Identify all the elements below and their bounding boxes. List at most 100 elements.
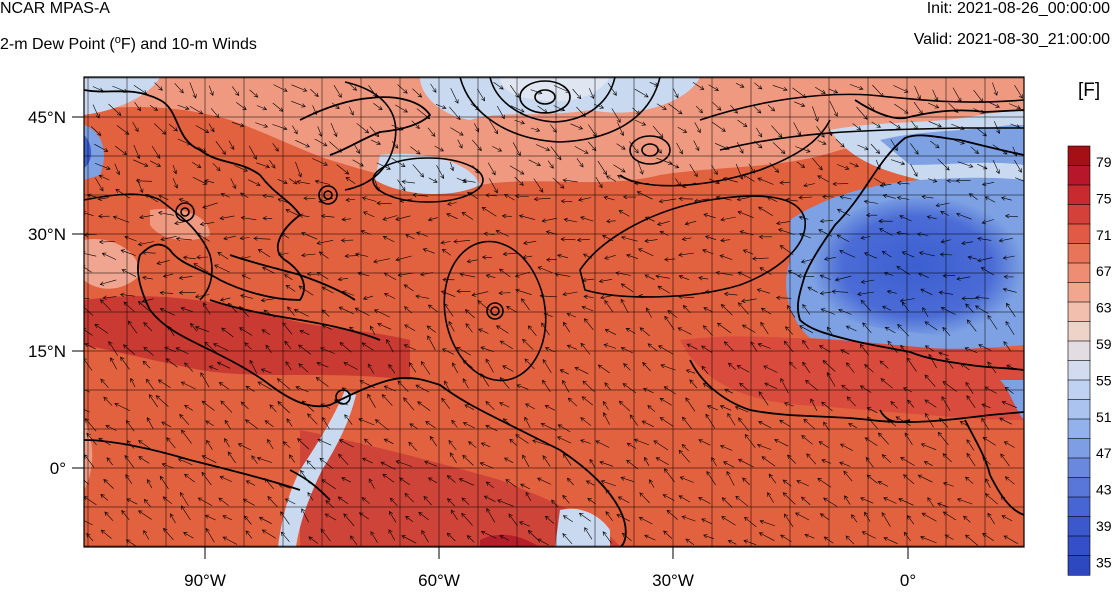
wind-arrow bbox=[882, 305, 892, 311]
wind-arrow bbox=[705, 413, 716, 429]
wind-arrow bbox=[600, 479, 616, 487]
wind-arrow bbox=[314, 138, 328, 147]
wind-arrow bbox=[447, 498, 456, 507]
wind-arrow bbox=[802, 339, 809, 350]
wind-arrow bbox=[975, 295, 990, 300]
wind-arrow bbox=[753, 140, 763, 149]
wind-arrow bbox=[84, 479, 89, 485]
wind-arrow bbox=[819, 345, 831, 353]
wind-arrow bbox=[954, 139, 965, 145]
wind-arrow bbox=[703, 213, 716, 219]
wind-arrow bbox=[544, 405, 556, 411]
wind-arrow bbox=[428, 177, 438, 183]
wind-arrow bbox=[451, 419, 458, 428]
wind-arrow bbox=[382, 473, 395, 483]
wind-arrow bbox=[231, 86, 240, 97]
wind-arrow bbox=[673, 88, 679, 99]
wind-arrow bbox=[677, 126, 688, 133]
wind-arrow bbox=[261, 529, 277, 539]
wind-arrow bbox=[277, 252, 289, 257]
lon-label-0: 0° bbox=[900, 571, 916, 590]
wind-arrow bbox=[436, 164, 444, 179]
wind-arrow bbox=[435, 104, 447, 110]
wind-arrow bbox=[1002, 287, 1017, 293]
wind-arrow bbox=[567, 397, 578, 407]
wind-arrow bbox=[694, 122, 701, 134]
wind-arrow bbox=[966, 452, 976, 467]
wind-arrow bbox=[780, 377, 789, 394]
wind-arrow bbox=[230, 178, 237, 190]
wind-arrow bbox=[886, 289, 897, 295]
wind-arrow bbox=[721, 497, 733, 508]
wind-arrow bbox=[831, 289, 849, 294]
field-subtitle: 2-m Dew Point (oF) and 10-m Winds bbox=[0, 31, 257, 54]
wind-arrow bbox=[644, 274, 655, 280]
wind-arrow bbox=[602, 400, 609, 410]
wind-arrow bbox=[389, 497, 398, 507]
wind-arrow bbox=[823, 497, 838, 507]
wind-arrow bbox=[535, 144, 551, 152]
wind-arrow bbox=[659, 230, 669, 236]
wind-arrow bbox=[100, 493, 109, 501]
wind-arrow bbox=[727, 412, 736, 426]
wind-arrow bbox=[787, 304, 796, 318]
wind-arrow bbox=[356, 123, 370, 134]
wind-arrow bbox=[277, 198, 291, 204]
wind-arrow bbox=[368, 478, 375, 489]
wind-arrow bbox=[467, 191, 479, 199]
wind-arrow bbox=[758, 234, 772, 240]
wind-arrow bbox=[213, 343, 229, 351]
wind-arrow bbox=[441, 397, 451, 409]
wind-arrow bbox=[907, 515, 915, 525]
wind-arrow bbox=[224, 419, 231, 430]
wind-arrow bbox=[930, 140, 940, 149]
wind-arrow bbox=[395, 104, 408, 113]
wind-arrow bbox=[123, 301, 135, 313]
wind-arrow bbox=[397, 179, 406, 192]
wind-arrow bbox=[430, 83, 437, 93]
wind-arrow bbox=[245, 480, 256, 486]
wind-arrow bbox=[201, 455, 217, 463]
wind-arrow bbox=[195, 125, 210, 133]
wind-arrow bbox=[563, 217, 578, 223]
wind-arrow bbox=[169, 513, 176, 524]
wind-arrow bbox=[397, 380, 409, 392]
wind-arrow bbox=[337, 496, 349, 504]
wind-arrow bbox=[924, 412, 934, 428]
wind-arrow bbox=[1003, 535, 1019, 545]
wind-arrow bbox=[906, 357, 917, 372]
wind-arrow bbox=[897, 323, 910, 337]
wind-arrow bbox=[926, 215, 937, 220]
wind-arrow bbox=[750, 341, 758, 352]
wind-arrow bbox=[368, 85, 378, 98]
wind-arrow bbox=[218, 497, 229, 507]
wind-arrow bbox=[580, 439, 591, 444]
colorbar-tick-label: 39 bbox=[1096, 518, 1112, 534]
wind-arrow bbox=[441, 348, 454, 355]
wind-arrow bbox=[184, 473, 195, 483]
wind-arrow bbox=[427, 127, 436, 137]
wind-arrow bbox=[823, 536, 834, 544]
wind-arrow bbox=[376, 162, 391, 170]
wind-arrow bbox=[172, 165, 178, 175]
wind-arrow bbox=[1001, 196, 1012, 201]
wind-arrow bbox=[160, 236, 177, 242]
wind-arrow bbox=[125, 539, 136, 547]
wind-arrow bbox=[664, 315, 675, 330]
wind-arrow bbox=[788, 361, 797, 370]
wind-arrow bbox=[849, 84, 864, 90]
wind-arrow bbox=[877, 432, 889, 445]
wind-arrow bbox=[927, 178, 938, 183]
wind-arrow bbox=[149, 104, 159, 111]
wind-arrow bbox=[518, 214, 536, 220]
wind-arrow bbox=[693, 140, 700, 152]
wind-arrow bbox=[391, 124, 404, 131]
wind-arrow bbox=[146, 417, 154, 430]
wind-arrow bbox=[633, 438, 650, 446]
wind-arrow bbox=[298, 285, 314, 296]
wind-arrow bbox=[659, 417, 674, 427]
wind-arrow bbox=[655, 457, 669, 466]
wind-arrow bbox=[846, 396, 856, 407]
wind-arrow bbox=[245, 530, 253, 539]
wind-arrow bbox=[296, 179, 310, 185]
